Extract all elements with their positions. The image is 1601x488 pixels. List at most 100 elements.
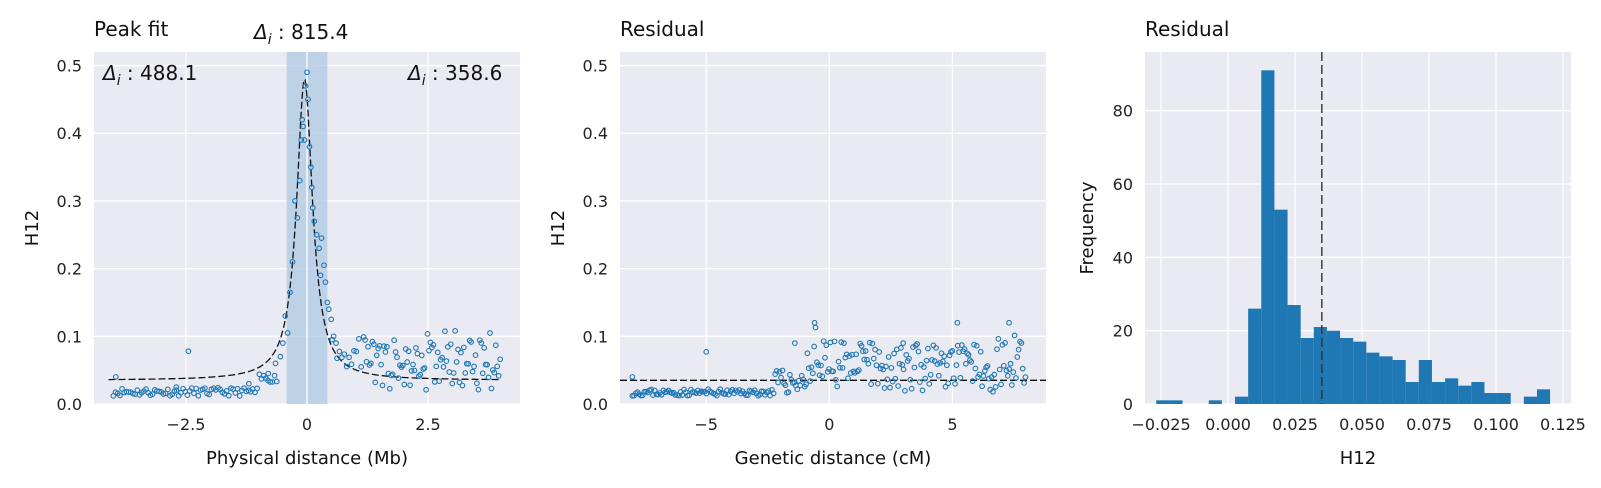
x-ticks-histogram: −0.025 0.000 0.025 0.050 0.075 0.100 0.125 — [1131, 415, 1585, 434]
histogram-bar — [1274, 209, 1288, 404]
data-point — [322, 279, 329, 286]
data-point — [1022, 374, 1029, 381]
data-point — [973, 342, 980, 349]
data-point — [968, 359, 975, 365]
histogram-bar — [1392, 360, 1406, 404]
data-point — [686, 392, 693, 399]
data-point — [481, 344, 488, 351]
y-tick-label: 0.3 — [583, 192, 608, 211]
data-point — [206, 391, 213, 398]
data-point — [450, 370, 457, 376]
data-point — [846, 353, 853, 359]
data-point — [773, 368, 780, 374]
histogram-bar — [1405, 382, 1419, 404]
data-point — [149, 391, 156, 397]
data-point — [305, 96, 311, 103]
histogram-bar — [1497, 393, 1511, 404]
x-tick-label: −0.025 — [1131, 415, 1190, 434]
x-axis-label: Physical distance (Mb) — [206, 448, 408, 469]
delta-symbol: Δ — [406, 61, 422, 85]
histogram-bar — [1536, 389, 1551, 404]
annotation-left-value: 488.1 — [140, 61, 197, 85]
data-point — [872, 346, 878, 353]
histogram-bar — [1366, 352, 1380, 404]
data-point — [401, 381, 408, 388]
data-point — [471, 363, 477, 370]
data-point — [392, 349, 399, 355]
data-point — [358, 363, 365, 370]
data-point — [1000, 362, 1007, 369]
data-point — [831, 338, 838, 345]
data-point — [191, 390, 197, 397]
y-tick-label: 0.4 — [583, 124, 608, 143]
data-point — [816, 372, 823, 379]
data-point — [853, 351, 859, 358]
data-point — [942, 383, 949, 390]
separator: : — [272, 20, 291, 44]
data-point — [819, 373, 826, 380]
data-point — [807, 378, 813, 384]
data-point — [896, 360, 903, 367]
data-point — [379, 382, 386, 389]
data-point — [809, 370, 816, 377]
annotation-center: Δi : 815.4 — [252, 20, 348, 48]
y-ticks-histogram: 0 20 40 60 80 — [1113, 102, 1133, 414]
delta-subscript: i — [268, 32, 272, 48]
data-point — [794, 386, 801, 393]
data-point — [472, 352, 479, 358]
data-point — [1011, 332, 1018, 339]
data-point — [923, 357, 930, 364]
data-point — [277, 353, 284, 360]
data-point — [487, 330, 493, 336]
data-point — [902, 387, 908, 394]
histogram-bar — [1326, 330, 1341, 404]
data-point — [304, 69, 310, 76]
data-point — [881, 385, 888, 391]
data-point — [462, 370, 469, 376]
delta-subscript: i — [422, 73, 426, 89]
data-point — [279, 340, 286, 346]
y-tick-label: 0.5 — [583, 57, 608, 76]
y-tick-label: 0.2 — [583, 260, 608, 279]
x-tick-label: 0.125 — [1540, 415, 1586, 434]
data-point — [324, 299, 331, 306]
delta-subscript: i — [117, 73, 121, 89]
data-point — [173, 387, 180, 393]
y-tick-label: 60 — [1113, 175, 1133, 194]
data-point — [837, 364, 843, 371]
data-point — [861, 356, 868, 363]
data-point — [939, 358, 946, 365]
data-point — [820, 338, 827, 345]
data-point — [316, 245, 322, 252]
data-point — [325, 306, 332, 313]
data-point — [906, 355, 912, 362]
y-tick-label: 0.0 — [583, 395, 608, 414]
annotation-center-value: 815.4 — [291, 20, 348, 44]
data-point — [411, 367, 418, 374]
data-point — [430, 342, 437, 348]
data-point — [225, 392, 232, 399]
histogram-bar — [1248, 308, 1262, 404]
data-point — [994, 346, 1000, 353]
data-point — [195, 392, 202, 399]
plot-area-residual-scatter — [620, 52, 1046, 404]
grid-residual-scatter — [620, 52, 1046, 405]
y-axis-label: H12 — [22, 210, 43, 246]
data-point — [869, 340, 876, 347]
data-point — [1006, 366, 1013, 372]
data-point — [382, 349, 389, 355]
data-point — [112, 374, 119, 380]
histogram-bar — [1484, 393, 1498, 404]
data-point — [972, 365, 979, 372]
data-point — [744, 392, 751, 399]
data-point — [366, 362, 373, 368]
y-ticks-residual-scatter: 0.0 0.1 0.2 0.3 0.4 0.5 — [583, 57, 608, 414]
data-point — [800, 376, 807, 383]
histogram-bar — [1445, 378, 1459, 404]
data-point — [426, 347, 432, 354]
data-point — [949, 347, 956, 354]
data-point — [814, 359, 820, 366]
data-point — [311, 218, 318, 225]
data-point — [934, 361, 941, 367]
x-tick-label: 0 — [302, 415, 312, 434]
